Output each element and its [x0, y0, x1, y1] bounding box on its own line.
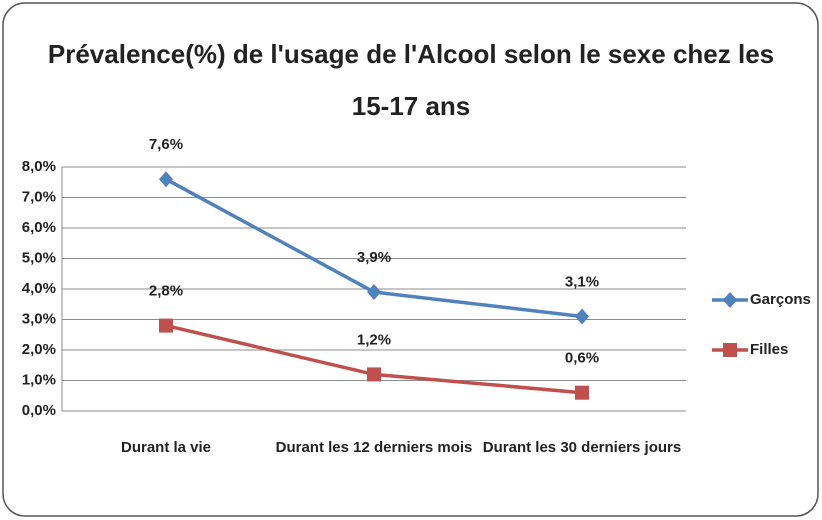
- point: [575, 385, 589, 400]
- legend-label: Garçons: [750, 291, 811, 308]
- legend-label: Filles: [750, 341, 788, 358]
- data-label: 2,8%: [149, 283, 183, 300]
- point: [159, 171, 173, 188]
- point: [159, 318, 173, 333]
- data-label: 3,9%: [357, 249, 391, 266]
- data-label: 1,2%: [357, 331, 391, 348]
- point: [367, 284, 381, 301]
- point: [575, 308, 589, 325]
- data-label: 0,6%: [565, 350, 599, 367]
- data-label: 7,6%: [149, 136, 183, 153]
- chart-title: Prévalence(%) de l'usage de l'Alcool sel…: [47, 39, 775, 121]
- x-tick-label: Durant les 12 derniers mois: [275, 439, 473, 456]
- y-tick-label: 2,0%: [22, 341, 56, 358]
- y-tick-label: 6,0%: [22, 219, 56, 236]
- y-tick-label: 1,0%: [22, 371, 56, 388]
- legend-marker: [723, 292, 737, 308]
- y-tick-label: 8,0%: [22, 158, 56, 175]
- x-tick-label: Durant les 30 derniers jours: [482, 439, 682, 456]
- y-tick-label: 7,0%: [22, 188, 56, 205]
- x-tick-label: Durant la vie: [120, 439, 212, 456]
- data-label: 3,1%: [565, 273, 599, 290]
- y-tick-label: 5,0%: [22, 249, 56, 266]
- y-tick-label: 3,0%: [22, 310, 56, 327]
- legend-marker: [723, 343, 737, 357]
- y-tick-label: 0,0%: [22, 402, 56, 419]
- point: [367, 367, 381, 382]
- y-tick-label: 4,0%: [22, 280, 56, 297]
